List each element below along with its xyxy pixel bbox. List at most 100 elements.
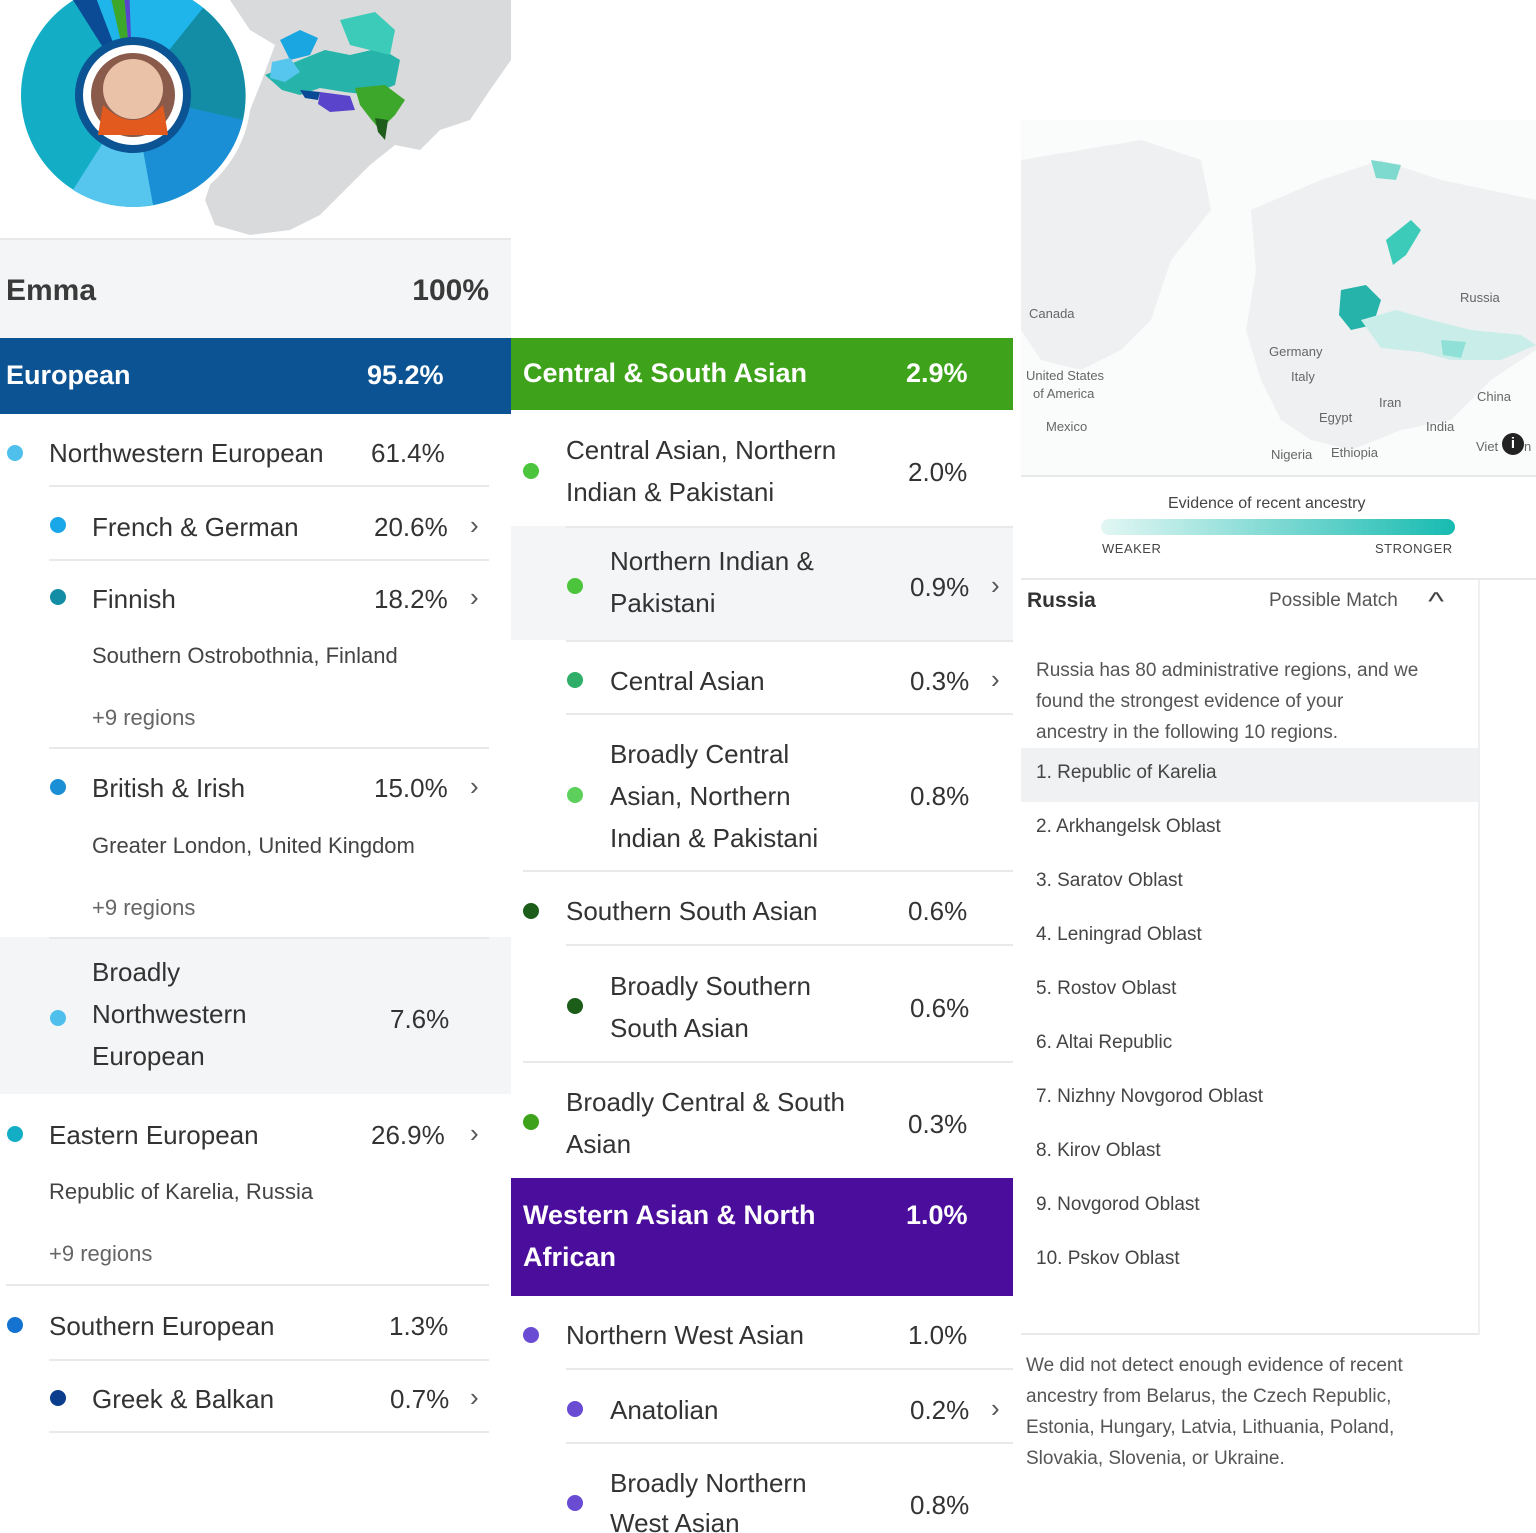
- british-more-regions[interactable]: +9 regions: [92, 895, 196, 920]
- chevron-right-icon[interactable]: ›: [991, 664, 1000, 694]
- french-german-row[interactable]: French & German 20.6% ›: [0, 506, 511, 548]
- region-item[interactable]: 5. Rostov Oblast: [1036, 978, 1177, 999]
- row-label: Anatolian: [610, 1395, 719, 1425]
- region-item[interactable]: 3. Saratov Oblast: [1036, 870, 1183, 891]
- row-label-line1: Broadly: [92, 957, 181, 987]
- chevron-right-icon[interactable]: ›: [991, 1393, 1000, 1423]
- divider: [523, 1061, 1013, 1063]
- wana-band[interactable]: Western Asian & North African 1.0%: [511, 1178, 1013, 1296]
- legend-stronger: STRONGER: [1375, 541, 1453, 556]
- map-label: Canada: [1029, 306, 1075, 321]
- row-value: 0.6%: [908, 896, 968, 926]
- central-asian-row[interactable]: Central Asian 0.3% ›: [511, 660, 1013, 702]
- british-irish-dot: [50, 779, 66, 795]
- row-value: 0.3%: [908, 1109, 968, 1139]
- nw-european-row[interactable]: Northwestern European 61.4%: [0, 432, 511, 474]
- divider: [566, 1368, 1013, 1370]
- ancestry-map-header: [0, 0, 511, 238]
- chevron-right-icon[interactable]: ›: [470, 1382, 479, 1412]
- greek-balkan-row[interactable]: Greek & Balkan 0.7% ›: [0, 1378, 511, 1420]
- divider: [49, 559, 489, 561]
- row-label: Northwestern European: [49, 438, 324, 468]
- no-evidence-note-line1: We did not detect enough evidence of rec…: [1026, 1355, 1403, 1376]
- chevron-right-icon[interactable]: ›: [470, 582, 479, 612]
- region-item[interactable]: 6. Altai Republic: [1036, 1032, 1173, 1053]
- region-item[interactable]: 9. Novgorod Oblast: [1036, 1194, 1200, 1215]
- divider: [1021, 1333, 1478, 1335]
- band-label-line1: Western Asian & North: [523, 1200, 816, 1230]
- chevron-right-icon[interactable]: ›: [470, 771, 479, 801]
- row-value: 0.7%: [390, 1384, 450, 1414]
- row-value: 18.2%: [374, 584, 448, 614]
- region-item[interactable]: 4. Leningrad Oblast: [1036, 924, 1202, 945]
- eastern-more-regions[interactable]: +9 regions: [49, 1241, 153, 1266]
- row-label-line2: Asian: [566, 1129, 632, 1159]
- row-value: 2.0%: [908, 457, 968, 487]
- csa-dot: [567, 578, 583, 594]
- country-header[interactable]: Russia Possible Match ^: [1021, 580, 1478, 628]
- divider: [49, 1431, 489, 1433]
- region-item[interactable]: 8. Kirov Oblast: [1036, 1140, 1161, 1161]
- row-label-line2: Pakistani: [610, 588, 716, 618]
- row-label-line3: European: [92, 1041, 205, 1071]
- row-value: 15.0%: [374, 773, 448, 803]
- region-item[interactable]: 7. Nizhny Novgorod Oblast: [1036, 1086, 1264, 1107]
- row-value: 0.8%: [910, 1490, 970, 1520]
- broadly-nw-asian-row[interactable]: Broadly Northern West Asian 0.8%: [511, 1462, 1013, 1533]
- csa-band[interactable]: Central & South Asian 2.9%: [511, 338, 1013, 410]
- divider: [1021, 578, 1536, 580]
- broadly-southern-row[interactable]: Broadly Southern South Asian 0.6%: [511, 965, 1013, 1051]
- csa-dot: [567, 787, 583, 803]
- divider: [566, 526, 1013, 528]
- map-label: Russia: [1460, 290, 1500, 305]
- csa-dot: [523, 463, 539, 479]
- row-value: 0.6%: [910, 993, 970, 1023]
- band-value: 2.9%: [906, 358, 968, 388]
- region-map[interactable]: Canada United States of America Mexico G…: [1021, 120, 1536, 475]
- broadly-nw-row[interactable]: Broadly Northwestern European 7.6%: [0, 937, 511, 1094]
- anatolian-row[interactable]: Anatolian 0.2% ›: [511, 1389, 1013, 1431]
- divider: [523, 870, 1013, 872]
- map-label: Ethiopia: [1331, 445, 1378, 460]
- info-icon[interactable]: i: [1502, 433, 1524, 455]
- chevron-right-icon[interactable]: ›: [470, 510, 479, 540]
- row-label: Central Asian: [610, 666, 765, 696]
- chevron-up-icon[interactable]: ^: [1428, 586, 1445, 616]
- chevron-right-icon[interactable]: ›: [470, 1118, 479, 1148]
- n-indian-row[interactable]: Northern Indian & Pakistani 0.9% ›: [511, 526, 1013, 640]
- ssa-dot: [523, 903, 539, 919]
- chevron-right-icon[interactable]: ›: [991, 570, 1000, 600]
- row-label-line3: Indian & Pakistani: [610, 823, 819, 853]
- nw-european-dot: [7, 445, 23, 461]
- region-item[interactable]: 10. Pskov Oblast: [1036, 1248, 1180, 1269]
- row-value: 0.9%: [910, 572, 970, 602]
- divider: [566, 640, 1013, 642]
- central-n-indian-row[interactable]: Central Asian, Northern Indian & Pakista…: [511, 428, 1013, 518]
- profile-total: 100%: [412, 274, 489, 307]
- broadly-central-row[interactable]: Broadly Central Asian, Northern Indian &…: [511, 733, 1013, 861]
- nw-asian-row[interactable]: Northern West Asian 1.0%: [511, 1314, 1013, 1356]
- region-item[interactable]: 2. Arkhangelsk Oblast: [1036, 816, 1221, 837]
- row-label-line2: West Asian: [610, 1508, 740, 1533]
- eastern-european-row[interactable]: Eastern European 26.9% ›: [0, 1114, 511, 1156]
- finnish-row[interactable]: Finnish 18.2% ›: [0, 578, 511, 620]
- band-value: 95.2%: [367, 360, 444, 390]
- eastern-european-dot: [7, 1126, 23, 1142]
- southern-south-asian-row[interactable]: Southern South Asian 0.6%: [511, 890, 1013, 932]
- row-value: 1.0%: [908, 1320, 968, 1350]
- broadly-csa-row[interactable]: Broadly Central & South Asian 0.3%: [511, 1081, 1013, 1167]
- country-name: Russia: [1027, 589, 1096, 612]
- british-irish-row[interactable]: British & Irish 15.0% ›: [0, 767, 511, 809]
- wana-dot: [523, 1327, 539, 1343]
- southern-european-row[interactable]: Southern European 1.3%: [0, 1305, 511, 1347]
- ssa-dot: [567, 998, 583, 1014]
- region-item[interactable]: 1. Republic of Karelia: [1036, 762, 1217, 783]
- european-band[interactable]: European 95.2%: [0, 338, 511, 414]
- region-intro-line3: ancestry in the following 10 regions.: [1036, 722, 1339, 743]
- map-label: Germany: [1269, 344, 1323, 359]
- finnish-more-regions[interactable]: +9 regions: [92, 705, 196, 730]
- map-label: Egypt: [1319, 410, 1353, 425]
- map-label: United States: [1026, 368, 1105, 383]
- region-item-selected[interactable]: [1021, 748, 1478, 802]
- greek-balkan-dot: [50, 1390, 66, 1406]
